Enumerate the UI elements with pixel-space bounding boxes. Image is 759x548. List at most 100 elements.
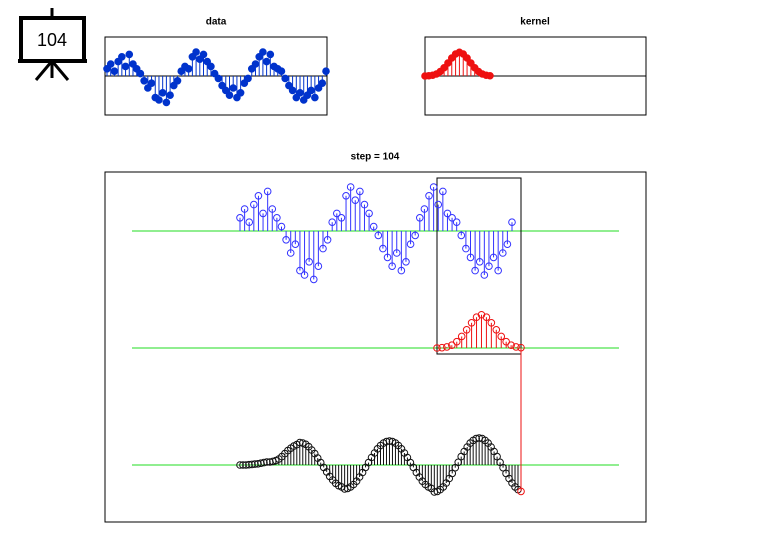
stem-head xyxy=(199,50,208,59)
stem-head xyxy=(173,77,182,85)
stem-head xyxy=(254,192,263,200)
stem-head xyxy=(457,231,466,240)
stem-head xyxy=(214,74,223,83)
stem-head xyxy=(263,187,272,196)
stem-head xyxy=(383,253,392,262)
stem-head xyxy=(485,262,493,271)
stem-head xyxy=(207,62,215,71)
stem-head xyxy=(236,461,244,469)
stem-head xyxy=(296,89,304,97)
stem-head xyxy=(140,77,148,85)
badge-leg xyxy=(50,60,70,81)
stem-head xyxy=(158,89,167,97)
stem-head xyxy=(333,209,341,218)
stem-head xyxy=(277,67,286,75)
stem-head xyxy=(492,326,501,334)
stem-head xyxy=(411,231,419,240)
stem-head xyxy=(250,200,258,209)
stem-head xyxy=(415,214,424,222)
stem-head xyxy=(262,57,271,66)
stem-head xyxy=(448,469,457,478)
stem-head xyxy=(507,341,515,350)
stem-head xyxy=(497,332,506,341)
panel-title: step = 104 xyxy=(351,152,400,163)
stem-head xyxy=(402,258,410,266)
stem-head xyxy=(266,50,275,59)
stem-head xyxy=(311,93,319,102)
stem-head xyxy=(444,59,452,67)
stem-head xyxy=(429,183,438,191)
kernel-window xyxy=(436,177,522,355)
stem-head xyxy=(225,91,234,99)
stem-head xyxy=(184,65,193,73)
stem-head xyxy=(245,218,254,226)
stem-head xyxy=(239,461,247,469)
stem-head xyxy=(277,222,286,231)
stem-head xyxy=(318,79,327,87)
stem-head xyxy=(502,337,510,346)
stem-head xyxy=(448,341,456,350)
stem-head xyxy=(281,74,289,83)
stem-head xyxy=(121,62,130,71)
stem-head xyxy=(397,266,406,275)
stem-head xyxy=(443,343,451,351)
stem-head xyxy=(136,69,145,78)
stem-head xyxy=(439,187,447,196)
stem-head xyxy=(462,326,471,334)
stem-head xyxy=(360,200,369,209)
stem-head xyxy=(307,86,315,95)
stem-head xyxy=(425,192,433,200)
stem-head xyxy=(482,313,491,322)
stem-head xyxy=(240,205,249,213)
stem-head xyxy=(374,231,383,240)
stem-head xyxy=(342,192,350,200)
stem-head xyxy=(268,205,277,213)
stem-head xyxy=(365,209,373,218)
stem-head xyxy=(110,67,119,75)
stem-head xyxy=(498,249,507,257)
stem-head xyxy=(452,218,461,226)
stem-head xyxy=(463,54,471,62)
badge-leg xyxy=(34,60,54,81)
stem-head xyxy=(517,487,525,496)
stem-head xyxy=(282,236,290,244)
stem-head xyxy=(314,262,323,271)
stem-head xyxy=(475,258,484,266)
stem-head xyxy=(438,343,446,352)
stem-head xyxy=(369,222,378,231)
stem-head xyxy=(296,266,304,275)
stem-head xyxy=(452,337,461,346)
stem-head xyxy=(467,319,476,327)
stem-head xyxy=(346,183,355,191)
stem-head xyxy=(300,271,309,279)
stem-head xyxy=(512,343,520,351)
stem-head xyxy=(305,258,313,266)
stem-head xyxy=(259,209,267,218)
panel xyxy=(104,171,647,523)
stem-head xyxy=(351,196,360,204)
stem-head xyxy=(323,236,332,244)
stem-head xyxy=(406,240,415,248)
stem-head xyxy=(244,74,252,83)
stem-head xyxy=(309,275,318,284)
stem-head xyxy=(291,240,300,248)
stem-head xyxy=(236,214,244,222)
stem-head xyxy=(489,253,498,262)
stem-head xyxy=(392,249,401,257)
stem-head xyxy=(379,244,387,253)
stem-head xyxy=(259,48,267,56)
stem-head xyxy=(503,240,512,248)
badge-label: 104 xyxy=(37,30,67,50)
stem-head xyxy=(494,266,502,275)
stem-head xyxy=(106,60,115,68)
stem-head xyxy=(236,89,245,97)
stem-head xyxy=(337,214,346,222)
stem-head xyxy=(322,67,330,75)
stem-head xyxy=(319,244,327,253)
stem-head xyxy=(487,319,496,327)
badge-icon: 104 xyxy=(18,8,87,81)
stem-head xyxy=(420,205,429,213)
stem-head xyxy=(155,96,163,104)
stem-head xyxy=(480,271,489,279)
